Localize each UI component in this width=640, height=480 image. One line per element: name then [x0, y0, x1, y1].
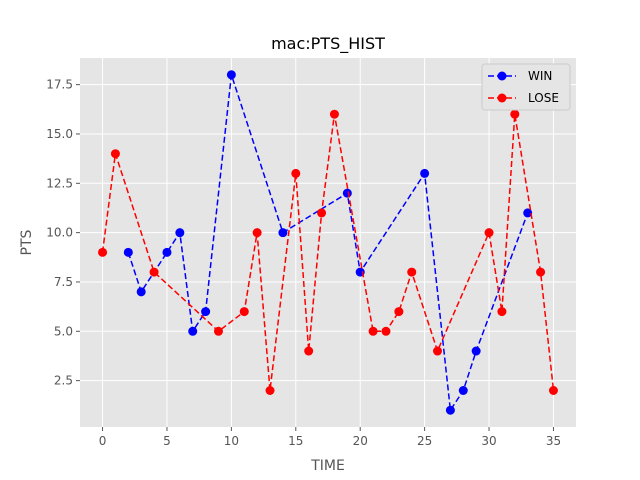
data-point-win [175, 228, 185, 238]
data-point-lose [394, 307, 404, 317]
y-tick-label: 5.0 [54, 324, 73, 338]
y-tick-label: 17.5 [46, 78, 73, 92]
x-tick-label: 0 [99, 434, 107, 448]
legend-label-win: WIN [528, 69, 552, 83]
data-point-win [278, 228, 288, 238]
legend-marker-lose [497, 93, 507, 103]
data-point-lose [433, 346, 443, 356]
x-tick-label: 25 [417, 434, 432, 448]
y-tick-label: 12.5 [46, 176, 73, 190]
data-point-win [226, 70, 236, 80]
chart-title: mac:PTS_HIST [271, 34, 385, 54]
data-point-win [201, 307, 211, 317]
data-point-lose [110, 149, 120, 159]
x-tick-label: 15 [288, 434, 303, 448]
ticks: 0 5 10 15 20 25 30 35 2.5 5.0 7.5 10.0 12.5 15.0 17.5 [46, 78, 561, 448]
data-point-lose [497, 307, 507, 317]
x-tick-label: 10 [224, 434, 239, 448]
data-point-win [162, 247, 172, 257]
data-point-lose [536, 267, 546, 277]
grid [80, 58, 576, 427]
y-tick-label: 10.0 [46, 226, 73, 240]
x-tick-label: 30 [481, 434, 496, 448]
x-tick-label: 20 [353, 434, 368, 448]
legend-marker-win [497, 71, 507, 81]
y-axis-label: PTS [19, 229, 35, 255]
data-point-lose [98, 247, 108, 257]
data-point-lose [368, 326, 378, 336]
data-point-lose [317, 208, 327, 218]
data-point-win [188, 326, 198, 336]
data-point-lose [265, 385, 275, 395]
x-tick-label: 5 [163, 434, 171, 448]
data-point-lose [239, 307, 249, 317]
data-point-lose [407, 267, 417, 277]
data-point-lose [329, 109, 339, 119]
data-point-lose [149, 267, 159, 277]
y-tick-label: 15.0 [46, 127, 73, 141]
data-point-lose [213, 326, 223, 336]
data-point-lose [548, 385, 558, 395]
data-point-win [458, 385, 468, 395]
data-point-lose [291, 168, 301, 178]
legend: WIN LOSE [481, 63, 571, 111]
data-point-win [523, 208, 533, 218]
series-layer [98, 70, 558, 415]
data-point-lose [304, 346, 314, 356]
data-point-win [445, 405, 455, 415]
y-tick-label: 7.5 [54, 275, 73, 289]
data-point-lose [510, 109, 520, 119]
data-point-win [471, 346, 481, 356]
data-point-win [420, 168, 430, 178]
data-point-win [136, 287, 146, 297]
data-point-lose [252, 228, 262, 238]
data-point-lose [484, 228, 494, 238]
x-axis-label: TIME [310, 458, 345, 474]
legend-label-lose: LOSE [528, 91, 559, 105]
x-tick-label: 35 [546, 434, 561, 448]
data-point-lose [381, 326, 391, 336]
data-point-win [123, 247, 133, 257]
plot-background [80, 58, 576, 427]
data-point-win [342, 188, 352, 198]
y-tick-label: 2.5 [54, 374, 73, 388]
